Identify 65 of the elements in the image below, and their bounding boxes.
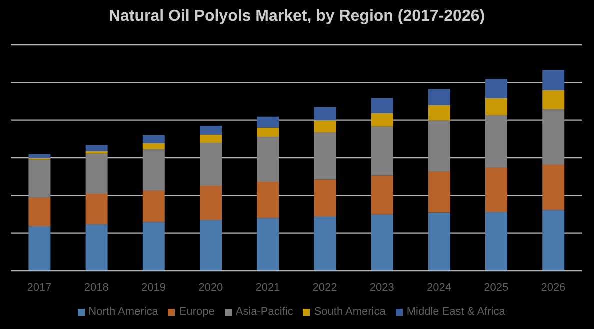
bar — [542, 109, 565, 165]
legend-label: Europe — [179, 306, 215, 318]
bar — [486, 98, 508, 116]
bar — [542, 210, 565, 271]
bar — [142, 222, 165, 271]
bar — [28, 197, 51, 226]
bar — [142, 135, 165, 144]
x-tick-label: 2021 — [256, 282, 280, 294]
x-tick-label: 2026 — [541, 282, 566, 294]
bar — [314, 132, 336, 180]
bar — [486, 79, 508, 98]
bar — [142, 149, 165, 190]
bar — [86, 151, 108, 154]
x-tick-label: 2025 — [484, 282, 509, 294]
bar — [200, 186, 222, 220]
x-tick-label: 2017 — [27, 282, 52, 294]
bar — [28, 154, 51, 158]
x-tick-label: 2020 — [198, 282, 224, 294]
bar — [428, 89, 450, 106]
x-tick-label: 2024 — [427, 282, 452, 294]
bar — [28, 160, 51, 198]
x-tick-label: 2019 — [142, 282, 166, 294]
bar — [200, 143, 222, 186]
legend-label: Asia-Pacific — [236, 306, 294, 318]
bar — [486, 168, 508, 212]
bar — [200, 220, 222, 271]
bar — [142, 143, 165, 150]
bar — [257, 128, 280, 138]
bar — [542, 164, 565, 210]
bar — [314, 107, 336, 120]
bar — [86, 194, 108, 224]
bar — [314, 180, 336, 216]
bar — [542, 70, 565, 90]
bar — [257, 116, 280, 128]
bar — [542, 90, 565, 110]
bar — [257, 137, 280, 182]
bar — [28, 226, 51, 271]
legend-label: South America — [314, 306, 386, 318]
bar — [200, 126, 222, 135]
bar — [486, 212, 508, 271]
bar — [428, 212, 450, 271]
bar — [371, 176, 394, 214]
bar — [371, 214, 394, 271]
x-tick-label: 2023 — [370, 282, 394, 294]
bar — [486, 115, 508, 168]
bar — [371, 98, 394, 114]
bar — [428, 105, 450, 120]
bar — [314, 120, 336, 132]
bar — [257, 182, 280, 218]
bar — [86, 154, 108, 194]
bar — [428, 120, 450, 172]
legend-label: Middle East & Africa — [406, 306, 506, 318]
bar — [142, 190, 165, 222]
bar — [86, 224, 108, 271]
bar — [200, 135, 222, 144]
bar — [371, 126, 394, 176]
x-tick-label: 2018 — [84, 282, 109, 294]
chart-title: Natural Oil Polyols Market, by Region (2017-2026) — [108, 8, 486, 26]
bar — [86, 145, 108, 152]
bar — [428, 172, 450, 213]
bar — [314, 216, 336, 271]
bar — [257, 218, 280, 271]
x-tick-label: 2022 — [312, 282, 338, 294]
legend-label: North America — [88, 306, 158, 318]
bar — [371, 113, 394, 126]
